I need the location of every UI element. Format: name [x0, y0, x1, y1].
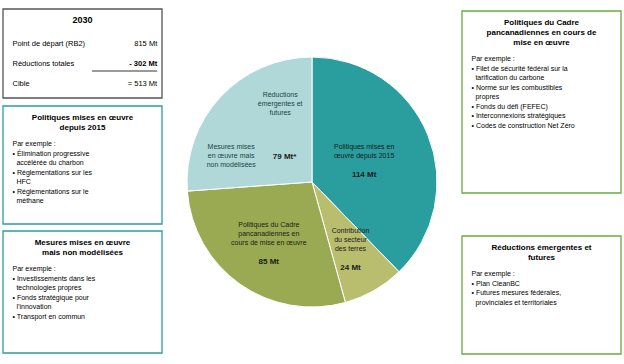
svg-text:futures: futures	[269, 109, 291, 116]
svg-text:Par exemple :: Par exemple :	[472, 55, 515, 63]
svg-text:du secteur: du secteur	[334, 236, 367, 243]
svg-text:Contribution: Contribution	[332, 227, 370, 234]
svg-text:79 Mt*: 79 Mt*	[273, 152, 297, 161]
svg-text:Réductions totales: Réductions totales	[13, 59, 75, 68]
svg-text:24 Mt: 24 Mt	[340, 263, 361, 272]
svg-text:des terres: des terres	[335, 245, 367, 252]
svg-text:Politiques mises en œuvre: Politiques mises en œuvre	[32, 113, 134, 122]
svg-text:• Plan CleanBC: • Plan CleanBC	[472, 280, 520, 287]
svg-text:technologies propres: technologies propres	[13, 284, 82, 292]
svg-text:• Réglementations sur le: • Réglementations sur le	[13, 188, 89, 196]
svg-text:Politiques du Cadre: Politiques du Cadre	[504, 18, 580, 27]
svg-text:HFC: HFC	[13, 178, 31, 185]
svg-text:Réductions: Réductions	[263, 91, 299, 98]
svg-text:Mesures mises en œuvre: Mesures mises en œuvre	[35, 238, 131, 247]
svg-text:accélérée du charbon: accélérée du charbon	[13, 159, 84, 166]
svg-text:815 Mt: 815 Mt	[134, 39, 158, 48]
svg-text:méthane: méthane	[13, 197, 44, 204]
svg-text:Politiques mises en: Politiques mises en	[334, 143, 394, 151]
svg-text:Réductions émergentes et: Réductions émergentes et	[491, 243, 591, 252]
svg-text:mais non modélisées: mais non modélisées	[42, 248, 123, 257]
svg-text:depuis 2015: depuis 2015	[60, 123, 106, 132]
svg-text:• Filet de sécurité fédéral su: • Filet de sécurité fédéral sur la	[472, 65, 568, 72]
svg-text:• Codes de construction Net Zé: • Codes de construction Net Zéro	[472, 122, 575, 129]
svg-text:tarification du carbone: tarification du carbone	[472, 74, 545, 81]
svg-text:propres: propres	[472, 93, 500, 101]
svg-text:pancanadiennes en cours de: pancanadiennes en cours de	[487, 28, 597, 37]
svg-text:Mesures mises: Mesures mises	[208, 143, 256, 150]
svg-text:• Interconnexions stratégiques: • Interconnexions stratégiques	[472, 112, 566, 120]
svg-text:• Fonds stratégique pour: • Fonds stratégique pour	[13, 294, 90, 302]
svg-text:provinciales et territoriales: provinciales et territoriales	[472, 299, 558, 307]
svg-text:œuvre depuis 2015: œuvre depuis 2015	[334, 152, 394, 160]
svg-text:futures: futures	[528, 253, 556, 262]
svg-text:l’innovation: l’innovation	[13, 303, 52, 310]
svg-text:cours de mise en œuvre: cours de mise en œuvre	[231, 239, 307, 246]
svg-text:= 513 Mt: = 513 Mt	[128, 79, 158, 88]
svg-text:Point de départ (RB2): Point de départ (RB2)	[13, 39, 86, 48]
svg-text:• Norme sur les combustibles: • Norme sur les combustibles	[472, 84, 563, 91]
svg-text:en œuvre mais: en œuvre mais	[208, 152, 255, 159]
svg-text:Par exemple :: Par exemple :	[13, 140, 56, 148]
svg-text:non modélisées: non modélisées	[207, 161, 257, 168]
svg-text:Par exemple :: Par exemple :	[13, 265, 56, 273]
svg-text:• Investissements dans les: • Investissements dans les	[13, 275, 96, 282]
svg-text:85 Mt: 85 Mt	[259, 257, 280, 266]
svg-text:Par exemple :: Par exemple :	[472, 270, 515, 278]
svg-text:• Élimination progressive: • Élimination progressive	[13, 149, 90, 158]
svg-text:• Futures mesures fédérales,: • Futures mesures fédérales,	[472, 289, 562, 296]
svg-text:• Réglementations sur les: • Réglementations sur les	[13, 169, 93, 177]
svg-text:mise en œuvre: mise en œuvre	[513, 38, 570, 47]
svg-text:Cible: Cible	[13, 79, 30, 88]
svg-text:114 Mt: 114 Mt	[352, 170, 377, 179]
svg-text:2030: 2030	[72, 15, 92, 25]
svg-text:Politiques du Cadre: Politiques du Cadre	[238, 221, 299, 229]
svg-text:pancanadiennes en: pancanadiennes en	[238, 230, 299, 238]
svg-text:• Transport en commun: • Transport en commun	[13, 313, 86, 321]
svg-text:- 302 Mt: - 302 Mt	[129, 59, 157, 68]
svg-text:émergentes et: émergentes et	[258, 100, 303, 108]
svg-text:• Fonds du défi (FEFEC): • Fonds du défi (FEFEC)	[472, 103, 548, 111]
